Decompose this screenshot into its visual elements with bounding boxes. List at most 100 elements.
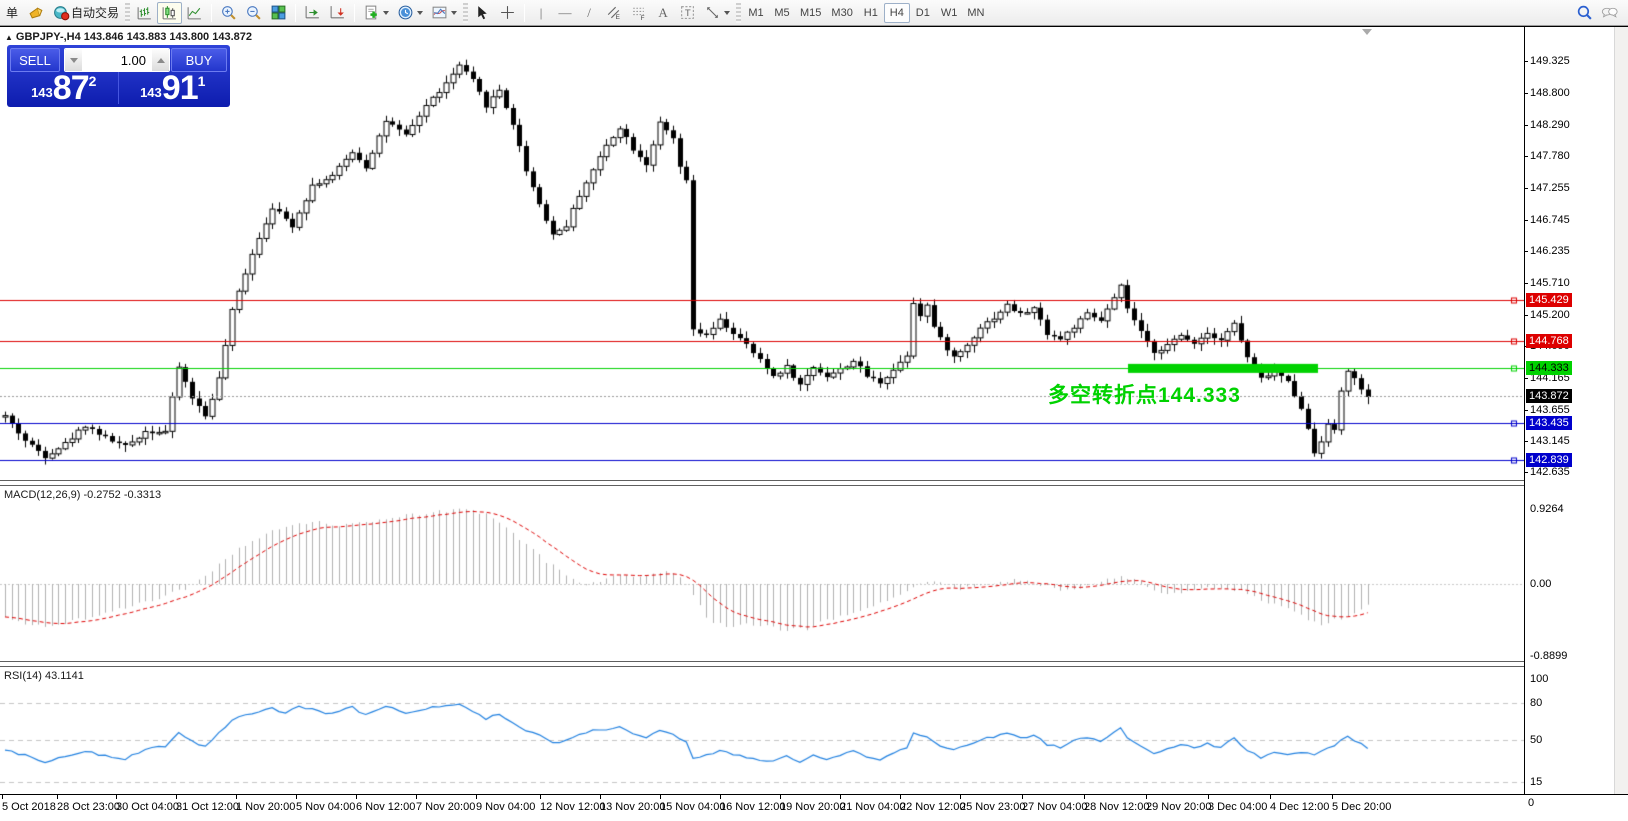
time-axis-tick (296, 795, 297, 799)
indicators-button[interactable] (359, 2, 393, 24)
new-order-button[interactable]: 单 (0, 2, 24, 24)
time-axis-label: 13 Nov 20:00 (600, 801, 666, 813)
price-chart-canvas[interactable] (0, 28, 1524, 480)
rsi-axis-label: 50 (1530, 733, 1543, 746)
buy-button[interactable]: BUY (171, 48, 227, 72)
price-axis-tick (1524, 124, 1528, 126)
search-button[interactable] (1576, 4, 1593, 21)
time-axis-label: 31 Oct 12:00 (176, 801, 239, 813)
sell-price[interactable]: 143 87 2 (10, 69, 119, 107)
zoom-out-button[interactable] (241, 2, 266, 24)
symbol-ohlc-text: GBPJPY-,H4 143.846 143.883 143.800 143.8… (15, 31, 252, 43)
time-axis-label: 29 Nov 20:00 (1146, 801, 1212, 813)
autotrading-label: 自动交易 (71, 6, 120, 20)
periods-button[interactable] (393, 2, 427, 24)
macd-axis-label: 0.00 (1530, 578, 1552, 590)
pane-separator[interactable] (0, 480, 1524, 486)
time-axis-tick (720, 795, 721, 799)
timeframe-button-mn[interactable]: MN (967, 6, 985, 19)
price-axis-tick (1524, 188, 1528, 190)
symbol-info: ▲ GBPJPY-,H4 143.846 143.883 143.800 143.… (5, 31, 252, 43)
hline-price-badge: 144.333 (1526, 360, 1572, 375)
templates-icon (432, 6, 447, 19)
time-axis-label: 9 Nov 04:00 (476, 801, 536, 813)
hline-price-badge: 143.435 (1526, 416, 1572, 431)
horizontal-line-tool-button[interactable]: — (553, 2, 577, 24)
candlestick-chart-button[interactable] (157, 1, 183, 24)
buy-price[interactable]: 143 91 1 (119, 69, 228, 107)
chart-annotation-text[interactable]: 多空转折点144.333 (1048, 384, 1241, 407)
price-axis-label: 148.290 (1530, 118, 1570, 131)
vertical-line-icon: | (539, 4, 543, 20)
volume-input[interactable]: 1.00 (82, 49, 152, 71)
timeframe-button-d1[interactable]: D1 (915, 6, 930, 19)
pane-separator[interactable] (0, 661, 1524, 667)
chart-shift-button[interactable] (300, 2, 325, 24)
templates-button[interactable] (427, 2, 461, 24)
cursor-button[interactable] (470, 2, 495, 24)
sell-price-prefix: 143 (31, 85, 53, 100)
bar-chart-icon (137, 7, 151, 20)
price-axis-label: 146.235 (1530, 244, 1570, 257)
price-axis-label: 146.745 (1530, 213, 1570, 226)
time-axis-label: 4 Dec 12:00 (1270, 801, 1330, 813)
time-axis-tick (1208, 795, 1209, 799)
toolbar-grip (463, 2, 469, 23)
rsi-axis-label: 100 (1530, 673, 1549, 685)
sell-button[interactable]: SELL (10, 48, 60, 72)
timeframe-button-w1[interactable]: W1 (940, 6, 958, 19)
volume-decrease-button[interactable] (65, 49, 82, 71)
label-tool-button[interactable]: T (675, 2, 700, 24)
timeframe-button-m5[interactable]: M5 (774, 6, 790, 19)
vertical-line-tool-button[interactable]: | (529, 2, 553, 24)
dropdown-caret-icon[interactable] (383, 10, 390, 15)
indicators-icon (365, 5, 377, 20)
dropdown-caret-icon[interactable] (724, 10, 731, 15)
chat-button[interactable] (1601, 4, 1618, 21)
time-axis-label: 16 Nov 12:00 (720, 801, 786, 813)
time-axis-label: 27 Nov 04:00 (1022, 801, 1088, 813)
fibonacci-tool-button[interactable]: F (626, 2, 651, 24)
dropdown-caret-icon[interactable] (417, 10, 424, 15)
timeframe-button-m30[interactable]: M30 (831, 6, 853, 19)
timeframe-button-h1[interactable]: H1 (863, 6, 878, 19)
chart-shift-marker-icon[interactable] (1362, 29, 1372, 35)
price-axis-label: 143.145 (1530, 434, 1570, 447)
price-axis-tick (1524, 250, 1528, 252)
auto-scroll-button[interactable] (325, 2, 350, 24)
equidistant-channel-tool-button[interactable]: E (601, 2, 626, 24)
tile-windows-button[interactable] (266, 2, 291, 24)
line-chart-button[interactable] (182, 2, 207, 24)
macd-pane-canvas[interactable] (0, 487, 1524, 661)
price-axis-label: 144.165 (1530, 372, 1570, 385)
time-axis-label: 6 Nov 12:00 (356, 801, 416, 813)
time-axis-tick (1022, 795, 1023, 799)
time-axis-label: 5 Oct 2018 (2, 801, 56, 813)
autotrading-button[interactable]: 自动交易 (49, 2, 123, 24)
trendline-tool-button[interactable]: / (577, 2, 601, 24)
one-click-trading-panel: SELL 1.00 BUY 143 87 2 143 91 1 (7, 45, 230, 107)
timeframe-button-h4[interactable]: H4 (883, 2, 910, 23)
autotrading-icon (53, 4, 70, 21)
sell-price-big: 87 (52, 69, 90, 107)
time-axis-tick (600, 795, 601, 799)
dropdown-caret-icon[interactable] (451, 10, 458, 15)
chevron-up-icon (156, 57, 165, 63)
bar-chart-button[interactable] (132, 2, 157, 24)
rsi-pane-canvas[interactable] (0, 668, 1524, 794)
buy-price-big: 91 (161, 69, 199, 107)
timeframe-button-m15[interactable]: M15 (800, 6, 822, 19)
time-axis-label: 22 Nov 12:00 (900, 801, 966, 813)
crosshair-button[interactable] (495, 2, 520, 24)
timeframe-button-m1[interactable]: M1 (748, 6, 764, 19)
text-tool-button[interactable]: A (651, 2, 675, 24)
news-icon (28, 4, 45, 21)
time-axis-tick (57, 795, 58, 799)
news-button[interactable] (24, 2, 49, 24)
volume-increase-button[interactable] (152, 49, 169, 71)
time-axis-tick (176, 795, 177, 799)
zoom-in-button[interactable] (216, 2, 241, 24)
arrows-icon (707, 7, 718, 18)
arrows-tool-button[interactable] (700, 2, 734, 24)
time-axis-tick (476, 795, 477, 799)
